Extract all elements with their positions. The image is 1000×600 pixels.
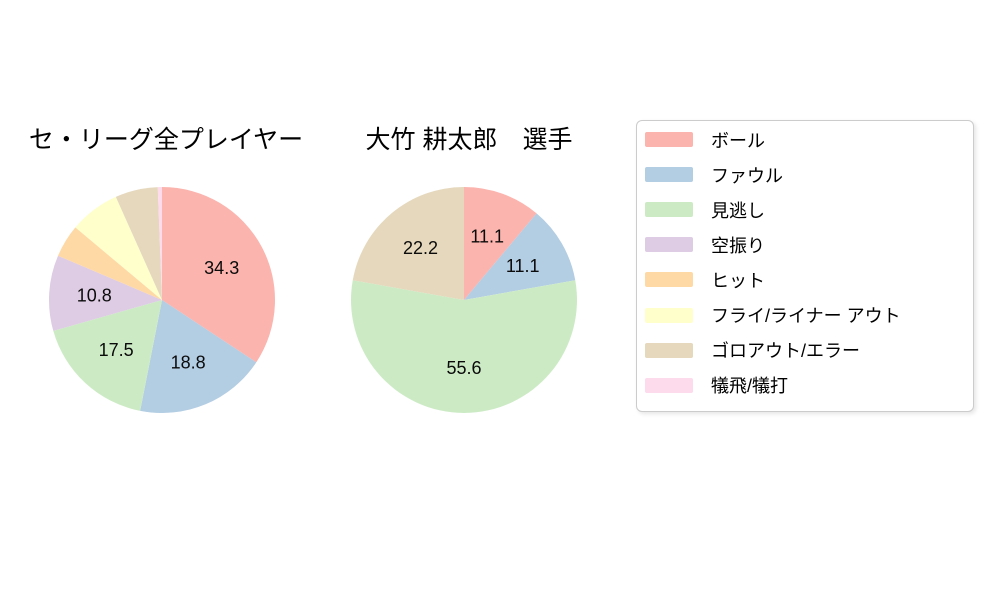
pie-slice	[140, 300, 257, 413]
legend-swatch-foul	[645, 167, 693, 183]
pie-slice	[157, 187, 162, 300]
legend-label: 空振り	[711, 235, 765, 256]
legend-label: ボール	[711, 130, 765, 151]
pie-slice	[162, 187, 276, 363]
pie-value-label: 34.3	[204, 258, 239, 278]
legend-swatch-ground-out-error	[645, 342, 693, 358]
legend-swatch-called-strike	[645, 202, 693, 218]
legend-label: ヒット	[711, 270, 765, 291]
legend-label: フライ/ライナー アウト	[711, 306, 901, 327]
pie-value-label: 55.6	[446, 358, 481, 378]
pie-slice	[115, 187, 162, 300]
legend-label: ファウル	[711, 165, 783, 186]
pie-value-label: 18.8	[171, 353, 206, 373]
pie-slice	[464, 213, 576, 300]
pie-slice	[58, 227, 162, 300]
legend: ボール ファウル 見逃し 空振り ヒット フライ/ライナー アウト ゴロアウト/…	[636, 120, 974, 412]
pie-slice	[352, 187, 464, 300]
legend-item: ゴロアウト/エラー	[645, 333, 965, 368]
legend-item: 空振り	[645, 227, 965, 262]
legend-item: ボール	[645, 122, 965, 157]
legend-item: ヒット	[645, 262, 965, 297]
legend-label: 犠飛/犠打	[711, 376, 789, 397]
legend-swatch-sacrifice	[645, 377, 693, 393]
legend-item: フライ/ライナー アウト	[645, 297, 965, 332]
legend-item: 見逃し	[645, 192, 965, 227]
legend-swatch-fly-liner-out	[645, 307, 693, 323]
pie-value-label: 17.5	[99, 340, 134, 360]
chart-title-player: 大竹 耕太郎 選手	[365, 126, 573, 154]
legend-label: 見逃し	[711, 200, 765, 221]
legend-item: 犠飛/犠打	[645, 368, 965, 403]
legend-swatch-hit	[645, 272, 693, 288]
pie-value-label: 11.1	[470, 226, 504, 246]
chart-title-league: セ・リーグ全プレイヤー	[28, 126, 304, 154]
legend-item: ファウル	[645, 157, 965, 192]
pie-chart-player: 11.111.1 55.6 22.2	[350, 187, 577, 413]
legend-label: ゴロアウト/エラー	[711, 341, 861, 362]
pie-slice	[53, 300, 162, 411]
pie-value-label: 10.8	[77, 286, 112, 306]
pie-slice	[48, 255, 162, 331]
pie-value-label: 11.1	[506, 256, 540, 276]
legend-swatch-swinging-strike	[645, 237, 693, 253]
pie-chart-league: 34.3 18.8 17.5 10.8	[48, 187, 276, 413]
pie-slice	[350, 280, 577, 413]
pie-value-label: 22.2	[403, 238, 438, 258]
pie-slice	[464, 187, 537, 300]
legend-swatch-ball	[645, 132, 693, 148]
pie-slice	[75, 196, 162, 300]
